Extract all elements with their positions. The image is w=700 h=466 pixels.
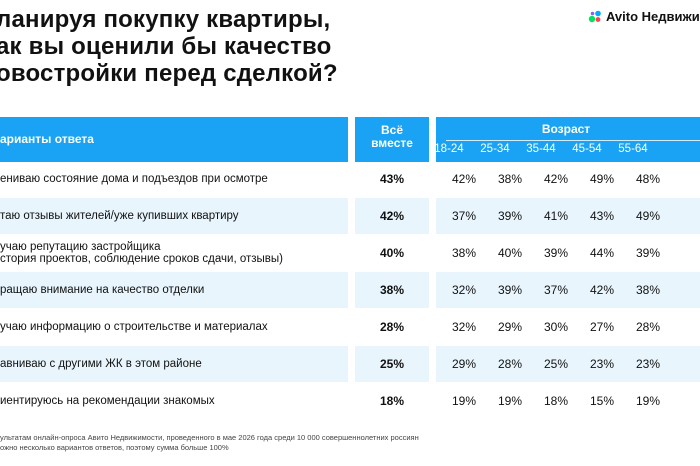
row-label-line: учаю информацию о строительстве и матери… — [0, 321, 268, 333]
row-band — [436, 198, 700, 234]
header-age-divider — [446, 140, 700, 141]
row-total-value: 18% — [379, 394, 405, 408]
row-age-value: 28% — [635, 320, 661, 334]
footnote-line: ультатам онлайн-опроса Авито Недвижимост… — [0, 433, 419, 442]
row-label: учаю репутацию застройщика стория проекто… — [0, 241, 345, 265]
header-age-group-25-34: 25-34 — [480, 143, 510, 155]
row-age-value: 38% — [451, 246, 477, 260]
table-row: авниваю с другими ЖК в этом районе 25% 29%… — [0, 346, 700, 382]
row-age-value: 30% — [543, 320, 569, 334]
row-label-line: авниваю с другими ЖК в этом районе — [0, 358, 202, 370]
header-total-label-2: вместе — [371, 136, 413, 150]
row-age-value: 49% — [589, 172, 615, 186]
header-age-group-55-64: 55-64 — [618, 143, 648, 155]
row-age-value: 39% — [497, 283, 523, 297]
row-age-value: 40% — [497, 246, 523, 260]
avito-dots-icon — [588, 10, 601, 22]
row-band — [355, 346, 429, 382]
row-label: ениваю состояние дома и подъездов при ос… — [0, 173, 345, 185]
header-total-label-1: Всё — [380, 123, 403, 137]
row-age-value: 23% — [635, 357, 661, 371]
title-line: ланируя покупку квартиры, — [0, 6, 331, 33]
row-age-value: 43% — [589, 209, 615, 223]
row-total-value: 25% — [379, 357, 405, 371]
header-age-group-45-54: 45-54 — [572, 143, 602, 155]
row-age-value: 37% — [543, 283, 569, 297]
row-age-value: 15% — [589, 394, 615, 408]
header-age-group-18-24: 18-24 — [434, 143, 464, 155]
row-age-value: 32% — [451, 283, 477, 297]
row-age-value: 19% — [635, 394, 661, 408]
header-age-label: Возраст — [541, 122, 591, 136]
row-total-value: 43% — [379, 172, 405, 186]
row-label-line: стория проектов, соблюдение сроков сдачи… — [0, 253, 283, 265]
row-label: ращаю внимание на качество отделки — [0, 284, 345, 296]
avito-logo: Avito Недвижим — [588, 9, 700, 24]
row-band — [355, 272, 429, 308]
row-age-value: 29% — [451, 357, 477, 371]
row-label: таю отзывы жителей/уже купивших квартиру — [0, 210, 345, 222]
table-row: учаю информацию о строительстве и матери… — [0, 309, 700, 345]
row-age-value: 18% — [543, 394, 569, 408]
row-age-value: 44% — [589, 246, 615, 260]
table-row: учаю репутацию застройщика стория проекто… — [0, 235, 700, 271]
header-options: арианты ответа — [0, 117, 348, 162]
row-label-line: учаю репутацию застройщика — [0, 241, 161, 253]
row-total-value: 40% — [379, 246, 405, 260]
row-total-value: 28% — [379, 320, 405, 334]
row-total-value: 42% — [379, 209, 405, 223]
footnote-line: ожно несколько вариантов ответов, поэтом… — [0, 443, 229, 452]
row-age-value: 27% — [589, 320, 615, 334]
row-band — [0, 346, 348, 382]
header-age: Возраст 18-24 25-34 35-44 45-54 55-64 — [434, 117, 700, 162]
row-band — [436, 346, 700, 382]
row-age-value: 23% — [589, 357, 615, 371]
row-age-value: 39% — [497, 209, 523, 223]
row-label-line: ениваю состояние дома и подъездов при ос… — [0, 173, 268, 185]
title-line: ак вы оценили бы качество — [0, 33, 332, 60]
row-total-value: 38% — [379, 283, 405, 297]
row-label-line: таю отзывы жителей/уже купивших квартиру — [0, 210, 239, 222]
row-age-value: 19% — [497, 394, 523, 408]
table-row: ениваю состояние дома и подъездов при ос… — [0, 161, 700, 197]
row-age-value: 32% — [451, 320, 477, 334]
header-total: Всё вместе — [355, 117, 429, 162]
row-label: иентируюсь на рекомендации знакомых — [0, 395, 345, 407]
logo-text: Avito Недвижим — [606, 9, 700, 24]
row-age-value: 39% — [543, 246, 569, 260]
header-age-group-35-44: 35-44 — [526, 143, 556, 155]
row-age-value: 42% — [451, 172, 477, 186]
row-age-value: 37% — [451, 209, 477, 223]
footnote: ультатам онлайн-опроса Авито Недвижимост… — [0, 433, 419, 453]
row-age-value: 25% — [543, 357, 569, 371]
row-age-value: 48% — [635, 172, 661, 186]
row-label: учаю информацию о строительстве и матери… — [0, 321, 345, 333]
row-band — [355, 198, 429, 234]
page-title: ланируя покупку квартиры, ак вы оценили … — [0, 6, 416, 87]
row-label-line: иентируюсь на рекомендации знакомых — [0, 395, 215, 407]
row-age-value: 28% — [497, 357, 523, 371]
row-band — [436, 272, 700, 308]
header-options-label: арианты ответа — [0, 132, 94, 146]
row-age-value: 41% — [543, 209, 569, 223]
row-band — [0, 198, 348, 234]
row-age-value: 42% — [543, 172, 569, 186]
table-row: ращаю внимание на качество отделки 38% 32%… — [0, 272, 700, 308]
row-age-value: 49% — [635, 209, 661, 223]
table-row: таю отзывы жителей/уже купивших квартиру… — [0, 198, 700, 234]
table-row: иентируюсь на рекомендации знакомых 18% 19… — [0, 383, 700, 419]
row-age-value: 42% — [589, 283, 615, 297]
row-age-value: 38% — [497, 172, 523, 186]
title-line: овостройки перед сделкой? — [0, 60, 338, 87]
row-age-value: 39% — [635, 246, 661, 260]
row-label-line: ращаю внимание на качество отделки — [0, 284, 205, 296]
row-age-value: 38% — [635, 283, 661, 297]
row-label: авниваю с другими ЖК в этом районе — [0, 358, 345, 370]
row-band — [0, 272, 348, 308]
row-age-value: 29% — [497, 320, 523, 334]
row-age-value: 19% — [451, 394, 477, 408]
